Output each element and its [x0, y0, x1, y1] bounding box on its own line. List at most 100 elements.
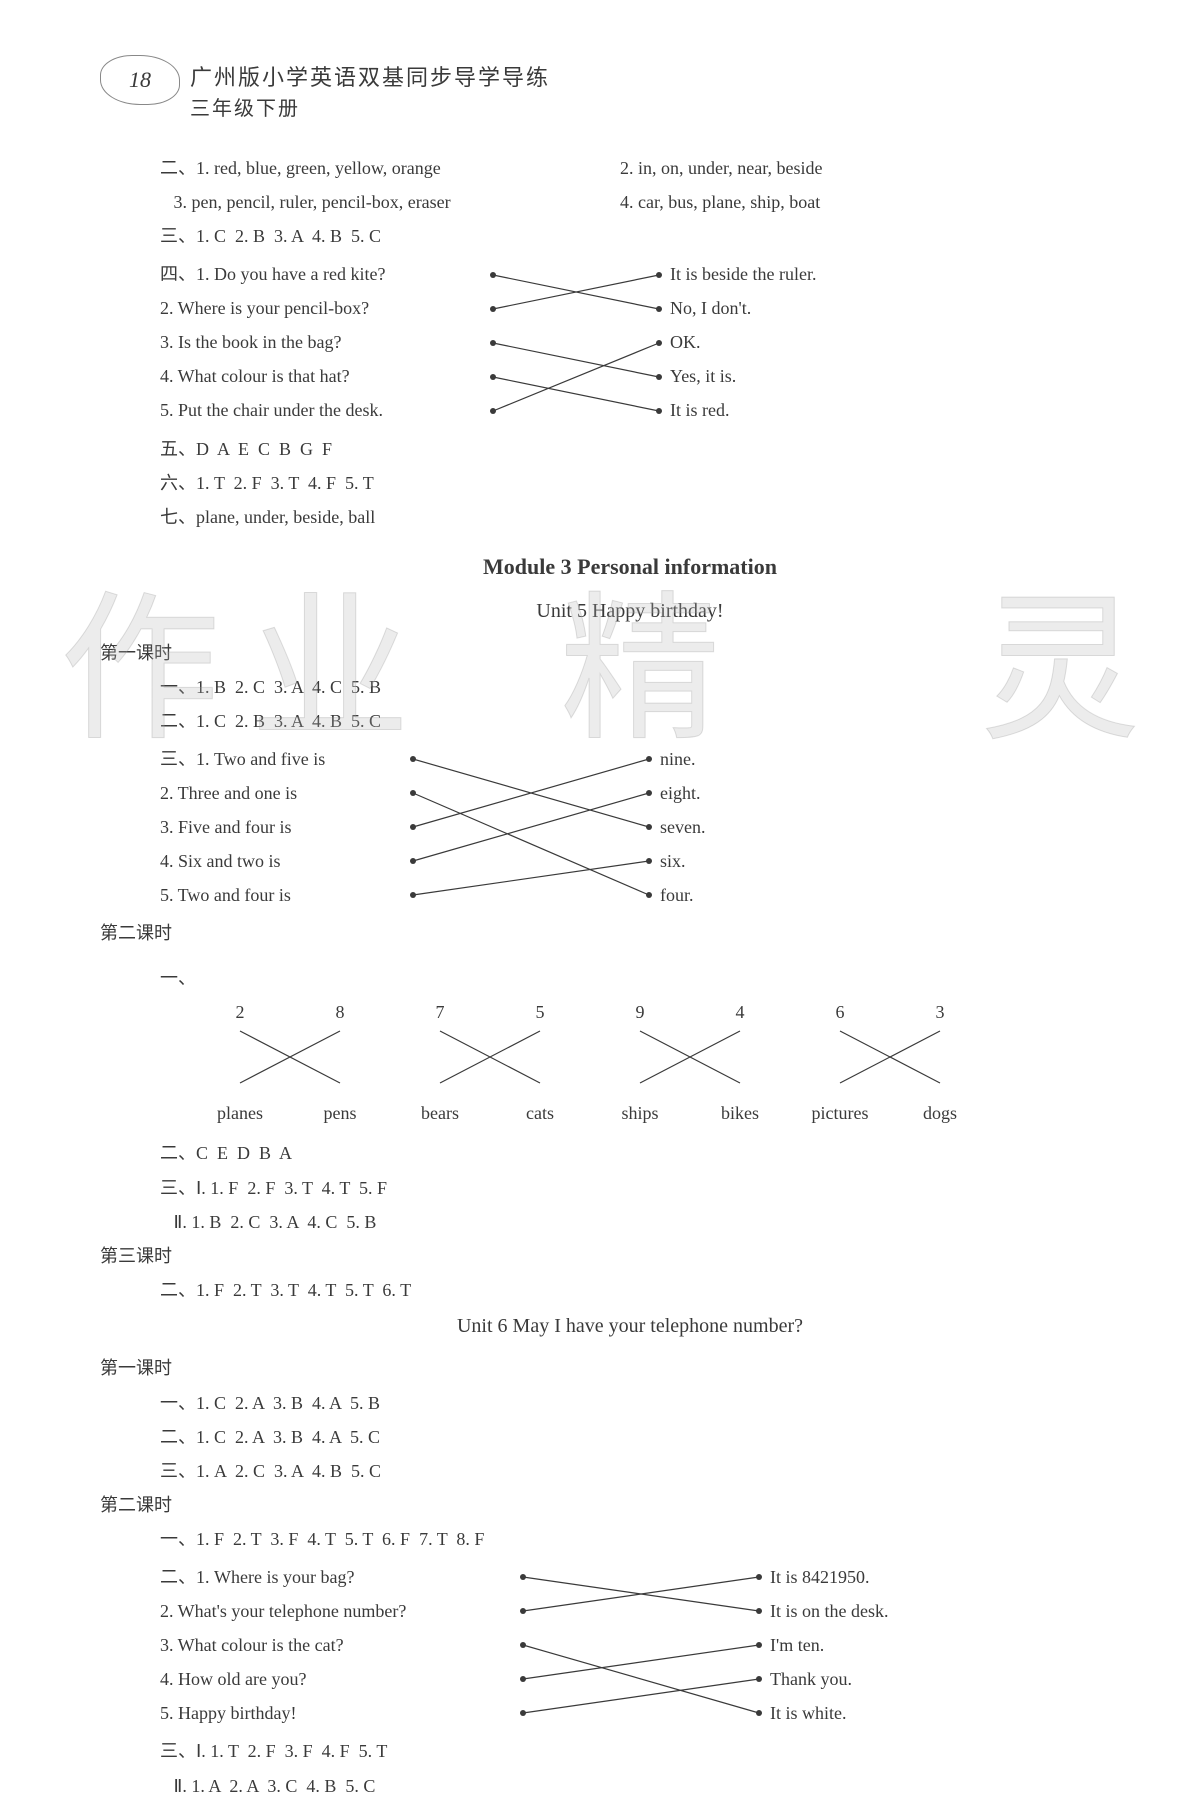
- unit-title: Unit 6 May I have your telephone number?: [160, 1307, 1100, 1345]
- dot-icon: [520, 1710, 526, 1716]
- answer-line: 二、C E D B A: [160, 1136, 1100, 1170]
- num-match-lines: [190, 1029, 990, 1085]
- match-right-item: eight.: [652, 776, 832, 810]
- lesson-label: 第一课时: [100, 1351, 1100, 1385]
- match-row: 三、1. Two and five is nine.: [160, 742, 1100, 776]
- book-title: 广州版小学英语双基同步导学导练: [190, 60, 550, 92]
- book-subtitle: 三年级下册: [190, 92, 550, 121]
- match-row: 5. Put the chair under the desk. It is re…: [160, 394, 1100, 428]
- match-row: 3. Is the book in the bag? OK.: [160, 326, 1100, 360]
- match-right-item: It is on the desk.: [762, 1594, 982, 1628]
- dot-icon: [410, 756, 416, 762]
- num-bot: bikes: [690, 1096, 790, 1130]
- dot-icon: [520, 1676, 526, 1682]
- number-matching: 一、28759463planespensbearscatsshipsbikesp…: [190, 961, 1100, 1131]
- match-left-item: 三、1. Two and five is: [160, 742, 410, 776]
- num-top: 4: [690, 995, 790, 1029]
- answer-line: 三、1. A 2. C 3. A 4. B 5. C: [160, 1454, 1100, 1488]
- match-row: 4. Six and two is six.: [160, 844, 1100, 878]
- module-title: Module 3 Personal information: [160, 546, 1100, 588]
- num-top: 8: [290, 995, 390, 1029]
- match-row: 5. Happy birthday! It is white.: [160, 1696, 1100, 1730]
- lesson-label: 第一课时: [100, 636, 1100, 670]
- match-left-item: 2. Where is your pencil-box?: [160, 291, 490, 325]
- answer-line: 三、Ⅰ. 1. T 2. F 3. F 4. F 5. T: [160, 1734, 1100, 1768]
- match-left-item: 4. Six and two is: [160, 844, 410, 878]
- answer-line: 二、1. C 2. B 3. A 4. B 5. C: [160, 704, 1100, 738]
- match-row: 3. What colour is the cat? I'm ten.: [160, 1628, 1100, 1662]
- match-row: 2. What's your telephone number?It is on…: [160, 1594, 1100, 1628]
- answer-line: 一、1. B 2. C 3. A 4. C 5. B: [160, 670, 1100, 704]
- page-number-badge: 18: [100, 55, 180, 105]
- match-right-item: It is white.: [762, 1696, 982, 1730]
- match-row: 3. Five and four isseven.: [160, 810, 1100, 844]
- dot-icon: [410, 858, 416, 864]
- match-left-item: 5. Happy birthday!: [160, 1696, 520, 1730]
- match-left-item: 2. Three and one is: [160, 776, 410, 810]
- num-row-bot: planespensbearscatsshipsbikespicturesdog…: [190, 1096, 1100, 1130]
- dot-icon: [520, 1642, 526, 1648]
- match-row: 2. Three and one is eight.: [160, 776, 1100, 810]
- answer-line: 二、1. C 2. A 3. B 4. A 5. C: [160, 1420, 1100, 1454]
- num-top: 9: [590, 995, 690, 1029]
- match-row: 4. How old are you?Thank you.: [160, 1662, 1100, 1696]
- num-top: 3: [890, 995, 990, 1029]
- match-right-item: Yes, it is.: [662, 359, 922, 393]
- match-left-item: 3. What colour is the cat?: [160, 1628, 520, 1662]
- match-left-item: 4. How old are you?: [160, 1662, 520, 1696]
- num-bot: cats: [490, 1096, 590, 1130]
- match-row: 四、1. Do you have a red kite?It is beside…: [160, 258, 1100, 292]
- answer-line: 一、1. C 2. A 3. B 4. A 5. B: [160, 1386, 1100, 1420]
- num-row-top: 28759463: [190, 995, 1100, 1029]
- dot-icon: [520, 1608, 526, 1614]
- match-right-item: I'm ten.: [762, 1628, 982, 1662]
- match-left-item: 5. Put the chair under the desk.: [160, 393, 490, 427]
- match-left-item: 3. Is the book in the bag?: [160, 325, 490, 359]
- dot-icon: [490, 272, 496, 278]
- match-left-item: 5. Two and four is: [160, 878, 410, 912]
- num-top: 5: [490, 995, 590, 1029]
- answer-line: 七、plane, under, beside, ball: [160, 500, 1100, 534]
- match-row: 4. What colour is that hat?Yes, it is.: [160, 360, 1100, 394]
- match-right-item: seven.: [652, 810, 832, 844]
- dot-icon: [490, 340, 496, 346]
- answer-line: 2. in, on, under, near, beside: [620, 151, 823, 185]
- dot-icon: [490, 374, 496, 380]
- match-right-item: It is 8421950.: [762, 1560, 982, 1594]
- num-bot: bears: [390, 1096, 490, 1130]
- lesson-label: 第二课时: [100, 916, 1100, 950]
- num-bot: planes: [190, 1096, 290, 1130]
- num-bot: ships: [590, 1096, 690, 1130]
- match-row: 5. Two and four is four.: [160, 878, 1100, 912]
- matching-exercise-u6: 二、1. Where is your bag? It is 8421950. 2.…: [160, 1560, 1100, 1730]
- dot-icon: [520, 1574, 526, 1580]
- match-right-item: four.: [652, 878, 832, 912]
- answer-line: 六、1. T 2. F 3. T 4. F 5. T: [160, 466, 1100, 500]
- num-bot: dogs: [890, 1096, 990, 1130]
- answer-line: 3. pen, pencil, ruler, pencil-box, erase…: [160, 185, 620, 219]
- num-top: 7: [390, 995, 490, 1029]
- answer-line: 三、1. C 2. B 3. A 4. B 5. C: [160, 219, 1100, 253]
- match-right-item: It is beside the ruler.: [662, 257, 922, 291]
- dot-icon: [410, 790, 416, 796]
- dot-icon: [490, 408, 496, 414]
- match-right-item: OK.: [662, 325, 922, 359]
- num-top: 2: [190, 995, 290, 1029]
- num-bot: pens: [290, 1096, 390, 1130]
- match-right-item: It is red.: [662, 393, 922, 427]
- lesson-label: 第三课时: [100, 1239, 1100, 1273]
- dot-icon: [410, 824, 416, 830]
- page-header: 18 广州版小学英语双基同步导学导练 三年级下册: [100, 60, 1100, 121]
- lesson-label: 第二课时: [100, 1488, 1100, 1522]
- match-row: 2. Where is your pencil-box? No, I don't.: [160, 292, 1100, 326]
- dot-icon: [410, 892, 416, 898]
- answer-line: 4. car, bus, plane, ship, boat: [620, 185, 820, 219]
- match-right-item: nine.: [652, 742, 832, 776]
- match-right-item: six.: [652, 844, 832, 878]
- matching-exercise-math: 三、1. Two and five is nine. 2. Three and o…: [160, 742, 1100, 912]
- answer-line: 二、1. red, blue, green, yellow, orange: [160, 151, 620, 185]
- answer-line: 一、1. F 2. T 3. F 4. T 5. T 6. F 7. T 8. …: [160, 1522, 1100, 1556]
- num-bot: pictures: [790, 1096, 890, 1130]
- match-left-item: 二、1. Where is your bag?: [160, 1560, 520, 1594]
- match-right-item: No, I don't.: [662, 291, 922, 325]
